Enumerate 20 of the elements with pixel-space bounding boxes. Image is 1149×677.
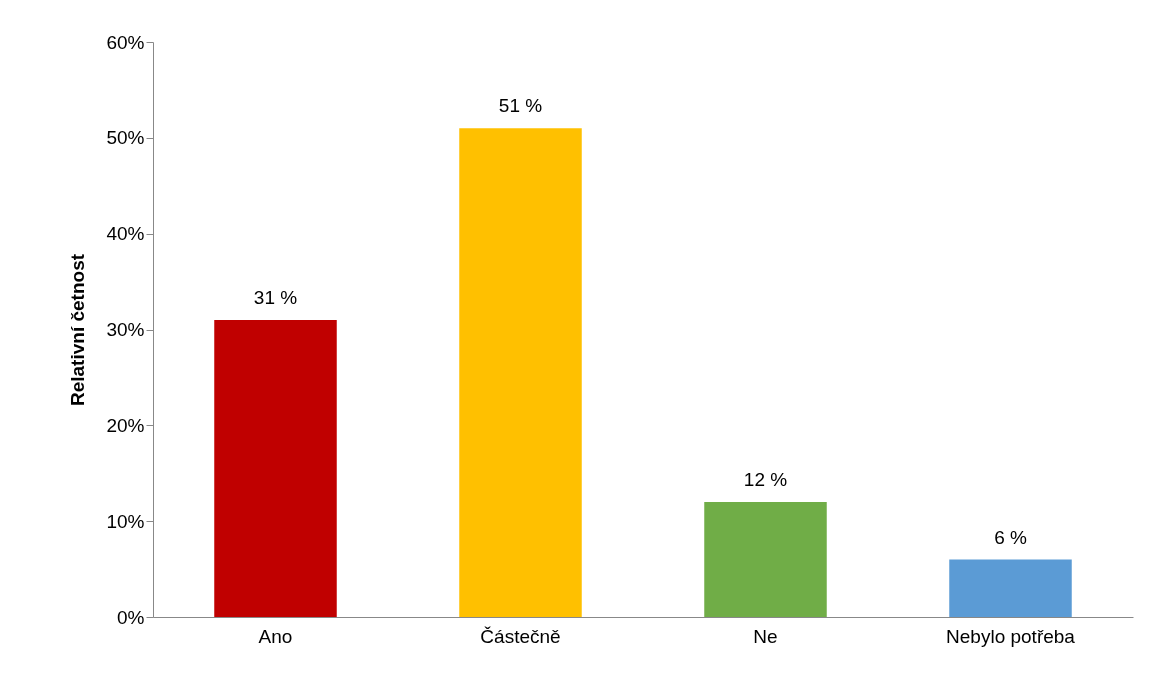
y-tick-label: 60% (106, 31, 145, 53)
x-tick-label: Ne (753, 625, 778, 647)
bar (459, 128, 582, 617)
y-axis-title: Relativní četnost (67, 253, 89, 407)
y-tick-label: 20% (106, 414, 145, 436)
y-tick-label: 50% (106, 127, 145, 149)
y-tick-label: 0% (117, 606, 145, 628)
bar (214, 319, 337, 617)
y-tick-label: 40% (106, 223, 145, 245)
data-label: 51 % (498, 95, 543, 117)
data-label: 31 % (253, 286, 298, 308)
data-label: 6 % (994, 526, 1027, 548)
data-label: 12 % (743, 469, 788, 490)
bar (949, 559, 1072, 617)
bar (704, 502, 827, 617)
y-tick-label: 30% (106, 319, 145, 340)
x-tick-label: Nebylo potřeba (946, 625, 1076, 647)
x-tick-label: Částečně (480, 625, 561, 647)
y-tick-label: 10% (106, 510, 145, 532)
x-tick-label: Ano (258, 625, 293, 647)
